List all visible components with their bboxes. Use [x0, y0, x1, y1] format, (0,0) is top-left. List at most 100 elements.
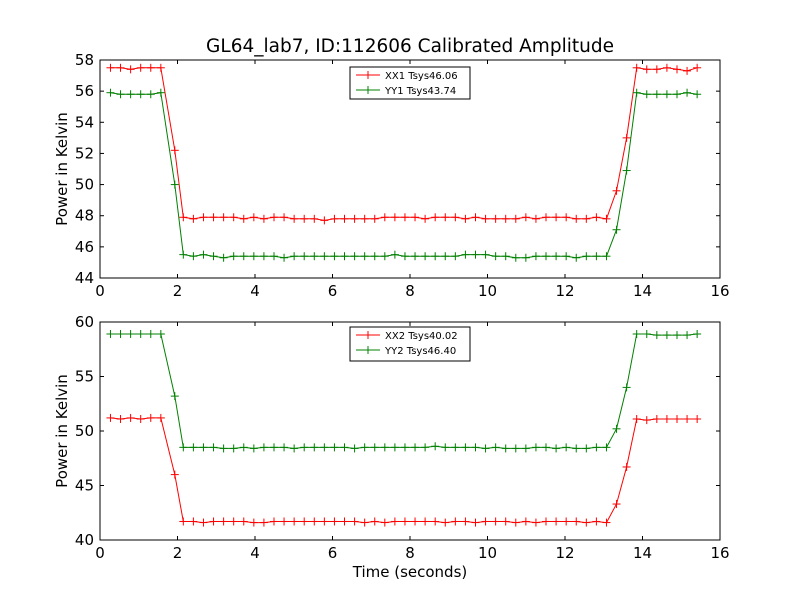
data-point: [126, 329, 135, 338]
data-point: [542, 517, 551, 526]
data-point: [491, 443, 500, 452]
x-tick-label: 14: [633, 544, 652, 562]
data-point: [461, 517, 470, 526]
data-point: [290, 252, 299, 261]
data-point: [249, 252, 258, 261]
data-point: [219, 253, 228, 262]
data-point: [471, 250, 480, 259]
data-point: [542, 213, 551, 222]
data-point: [259, 252, 268, 261]
data-point: [229, 444, 238, 453]
chart-title: GL64_lab7, ID:112606 Calibrated Amplitud…: [206, 36, 614, 57]
data-point: [239, 517, 248, 526]
data-point: [229, 213, 238, 222]
data-point: [632, 415, 641, 424]
data-point: [179, 250, 188, 259]
data-point: [280, 213, 289, 222]
data-point: [411, 252, 420, 261]
data-point: [612, 225, 621, 234]
y-tick-label: 50: [75, 422, 94, 440]
data-point: [531, 518, 540, 527]
data-point: [562, 443, 571, 452]
series-xx2: [106, 413, 702, 527]
data-point: [552, 444, 561, 453]
data-point: [239, 443, 248, 452]
data-point: [199, 250, 208, 259]
data-point: [146, 329, 155, 338]
data-point: [189, 517, 198, 526]
x-tick-label: 10: [478, 544, 497, 562]
data-point: [116, 415, 125, 424]
data-point: [310, 252, 319, 261]
data-point: [542, 443, 551, 452]
data-point: [481, 517, 490, 526]
data-point: [136, 63, 145, 72]
data-point: [481, 214, 490, 223]
data-point: [431, 517, 440, 526]
data-point: [146, 90, 155, 99]
data-point: [501, 517, 510, 526]
data-point: [431, 442, 440, 451]
data-point: [320, 216, 329, 225]
legend-entry: XX1 Tsys46.06: [356, 71, 458, 82]
data-point: [521, 213, 530, 222]
data-point: [552, 213, 561, 222]
x-tick-label: 14: [633, 282, 652, 300]
data-point: [632, 63, 641, 72]
data-point: [501, 444, 510, 453]
data-point: [189, 443, 198, 452]
legend: XX2 Tsys40.02 YY2 Tsys46.40: [349, 326, 471, 362]
legend-entry: YY2 Tsys46.40: [356, 346, 456, 357]
data-point: [612, 500, 621, 509]
data-point: [350, 517, 359, 526]
data-point: [642, 416, 651, 425]
data-point: [179, 517, 188, 526]
data-point: [380, 252, 389, 261]
data-point: [320, 443, 329, 452]
data-point: [280, 517, 289, 526]
data-point: [491, 252, 500, 261]
data-point: [521, 517, 530, 526]
data-point: [693, 329, 702, 338]
x-axis-label: Time (seconds): [352, 563, 468, 581]
y-tick-label: 56: [75, 82, 94, 100]
data-point: [622, 166, 631, 175]
data-point: [116, 63, 125, 72]
x-tick-label: 16: [710, 544, 729, 562]
data-point: [592, 517, 601, 526]
data-point: [370, 443, 379, 452]
data-point: [562, 252, 571, 261]
data-point: [400, 213, 409, 222]
y-tick-label: 55: [75, 368, 94, 386]
x-tick-label: 6: [328, 544, 338, 562]
data-point: [106, 88, 115, 97]
data-point: [531, 252, 540, 261]
x-tick-label: 2: [173, 544, 183, 562]
data-point: [672, 90, 681, 99]
data-point: [300, 517, 309, 526]
series-yy2: [106, 329, 702, 453]
data-point: [179, 213, 188, 222]
data-point: [380, 518, 389, 527]
data-point: [511, 214, 520, 223]
data-point: [249, 213, 258, 222]
data-point: [106, 413, 115, 422]
data-point: [431, 213, 440, 222]
data-point: [652, 331, 661, 340]
data-point: [330, 214, 339, 223]
data-point: [239, 214, 248, 223]
series-yy1: [106, 88, 702, 262]
data-point: [310, 443, 319, 452]
x-tick-label: 4: [250, 282, 260, 300]
x-tick-label: 12: [555, 282, 574, 300]
data-point: [592, 213, 601, 222]
y-tick-label: 45: [75, 477, 94, 495]
data-point: [199, 213, 208, 222]
data-point: [340, 517, 349, 526]
data-point: [411, 443, 420, 452]
legend-entry: YY1 Tsys43.74: [356, 86, 456, 97]
data-point: [320, 517, 329, 526]
data-point: [521, 253, 530, 262]
data-point: [632, 329, 641, 338]
data-point: [156, 413, 165, 422]
